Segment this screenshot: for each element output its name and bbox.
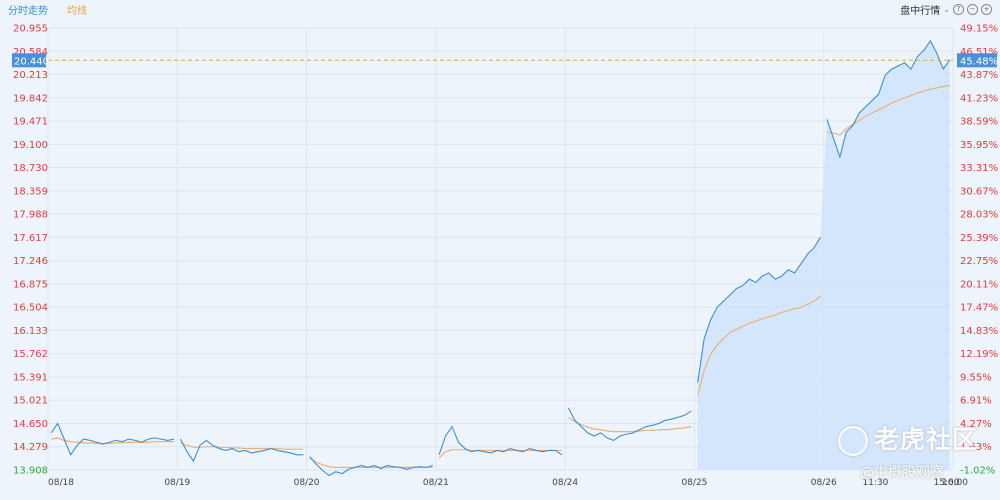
y-pct-tick-label: 28.03%: [960, 210, 998, 221]
avg-line-08/24: [568, 416, 692, 433]
avg-line-08/25: [697, 295, 821, 396]
y-pct-tick-label: 46.51%: [960, 47, 998, 58]
x-tick-label: 08/18: [48, 478, 74, 488]
watermark-brand: 老虎社区: [874, 425, 979, 454]
y-pct-tick-label: -1.02%: [960, 466, 995, 477]
y-tick-label: 20.213: [13, 70, 48, 81]
y-tick-label: 15.391: [13, 372, 48, 383]
caption-watermark: @中概股观察: [860, 465, 944, 481]
y-tick-label: 17.988: [13, 210, 48, 221]
y-tick-label: 17.617: [13, 233, 48, 244]
session-mode-label[interactable]: 盘中行情: [900, 6, 941, 17]
x-tick-label-time: 16:00: [942, 478, 968, 488]
y-tick-label: 16.875: [13, 279, 48, 290]
x-tick-label: 08/24: [552, 478, 578, 488]
price-line-08/19: [180, 438, 304, 463]
y-pct-tick-label: 6.91%: [960, 396, 992, 407]
y-tick-label: 14.279: [13, 442, 48, 453]
y-pct-tick-label: 4.27%: [960, 419, 992, 430]
x-tick-label: 08/26: [811, 478, 837, 488]
y-pct-tick-label: 22.75%: [960, 256, 998, 267]
y-pct-tick-label: 1.63%: [960, 442, 992, 453]
y-tick-label: 14.650: [13, 419, 48, 430]
chevron-down-icon[interactable]: ⌄: [943, 5, 950, 14]
y-tick-label: 20.584: [13, 47, 48, 58]
price-line-08/26: [826, 39, 951, 159]
y-pct-tick-label: 30.67%: [960, 186, 998, 197]
x-tick-label-time: 11:30: [862, 478, 888, 488]
price-line-08/18: [50, 422, 175, 456]
y-pct-tick-label: 41.23%: [960, 93, 998, 104]
current-price-label: 20.440: [14, 56, 49, 67]
y-tick-label: 15.762: [13, 349, 48, 360]
x-tick-label-time: 15:00: [934, 478, 960, 488]
avg-line-08/19: [180, 442, 304, 450]
y-tick-label: 15.021: [13, 396, 48, 407]
price-area-fill: [697, 40, 950, 471]
y-pct-tick-label: 35.95%: [960, 140, 998, 151]
y-pct-tick-label: 9.55%: [960, 372, 992, 383]
settings-icon[interactable]: ?: [953, 4, 964, 15]
current-pct-badge: [957, 53, 997, 68]
y-pct-tick-label: 17.47%: [960, 303, 998, 314]
tab-average-line[interactable]: 均线: [67, 6, 87, 17]
y-tick-label: 20.955: [13, 24, 48, 35]
x-tick-label: 08/21: [423, 478, 449, 488]
y-tick-label: 16.504: [13, 303, 48, 314]
tab-intraday-trend[interactable]: 分时走势: [8, 6, 48, 17]
y-pct-tick-label: 49.15%: [960, 24, 998, 35]
y-pct-tick-label: 20.11%: [960, 279, 998, 290]
zoom-in-icon[interactable]: +: [981, 4, 992, 15]
price-line-08/20: [309, 456, 433, 477]
y-pct-tick-label: 33.31%: [960, 163, 998, 174]
y-tick-label: 17.246: [13, 256, 48, 267]
price-line-08/21: [438, 425, 563, 456]
current-price-badge: [12, 53, 46, 68]
y-tick-label: 18.730: [13, 163, 48, 174]
y-tick-label: 13.908: [13, 466, 48, 477]
x-tick-label: 08/25: [681, 478, 707, 488]
tiger-logo-icon: [838, 426, 868, 456]
brand-watermark: 老虎社区: [838, 420, 978, 456]
price-line-08/25: [697, 236, 821, 383]
y-tick-label: 18.359: [13, 186, 48, 197]
header-controls: 盘中行情 ⌄ ? − +: [900, 2, 992, 17]
zoom-out-icon[interactable]: −: [967, 4, 978, 15]
avg-line-08/21: [438, 449, 562, 459]
x-tick-label: 08/20: [294, 478, 320, 488]
y-pct-tick-label: 43.87%: [960, 70, 998, 81]
y-tick-label: 19.471: [13, 117, 48, 128]
avg-line-08/18: [51, 437, 175, 445]
y-pct-tick-label: 14.83%: [960, 326, 998, 337]
y-pct-tick-label: 25.39%: [960, 233, 998, 244]
y-tick-label: 19.100: [13, 140, 48, 151]
x-tick-label: 08/19: [164, 478, 190, 488]
avg-line-08/26: [826, 84, 950, 136]
price-line-08/24: [567, 407, 692, 442]
y-pct-tick-label: 38.59%: [960, 117, 998, 128]
y-tick-label: 19.842: [13, 93, 48, 104]
y-tick-label: 16.133: [13, 326, 48, 337]
current-pct-label: 45.48%: [960, 56, 998, 67]
y-pct-tick-label: 12.19%: [960, 349, 998, 360]
